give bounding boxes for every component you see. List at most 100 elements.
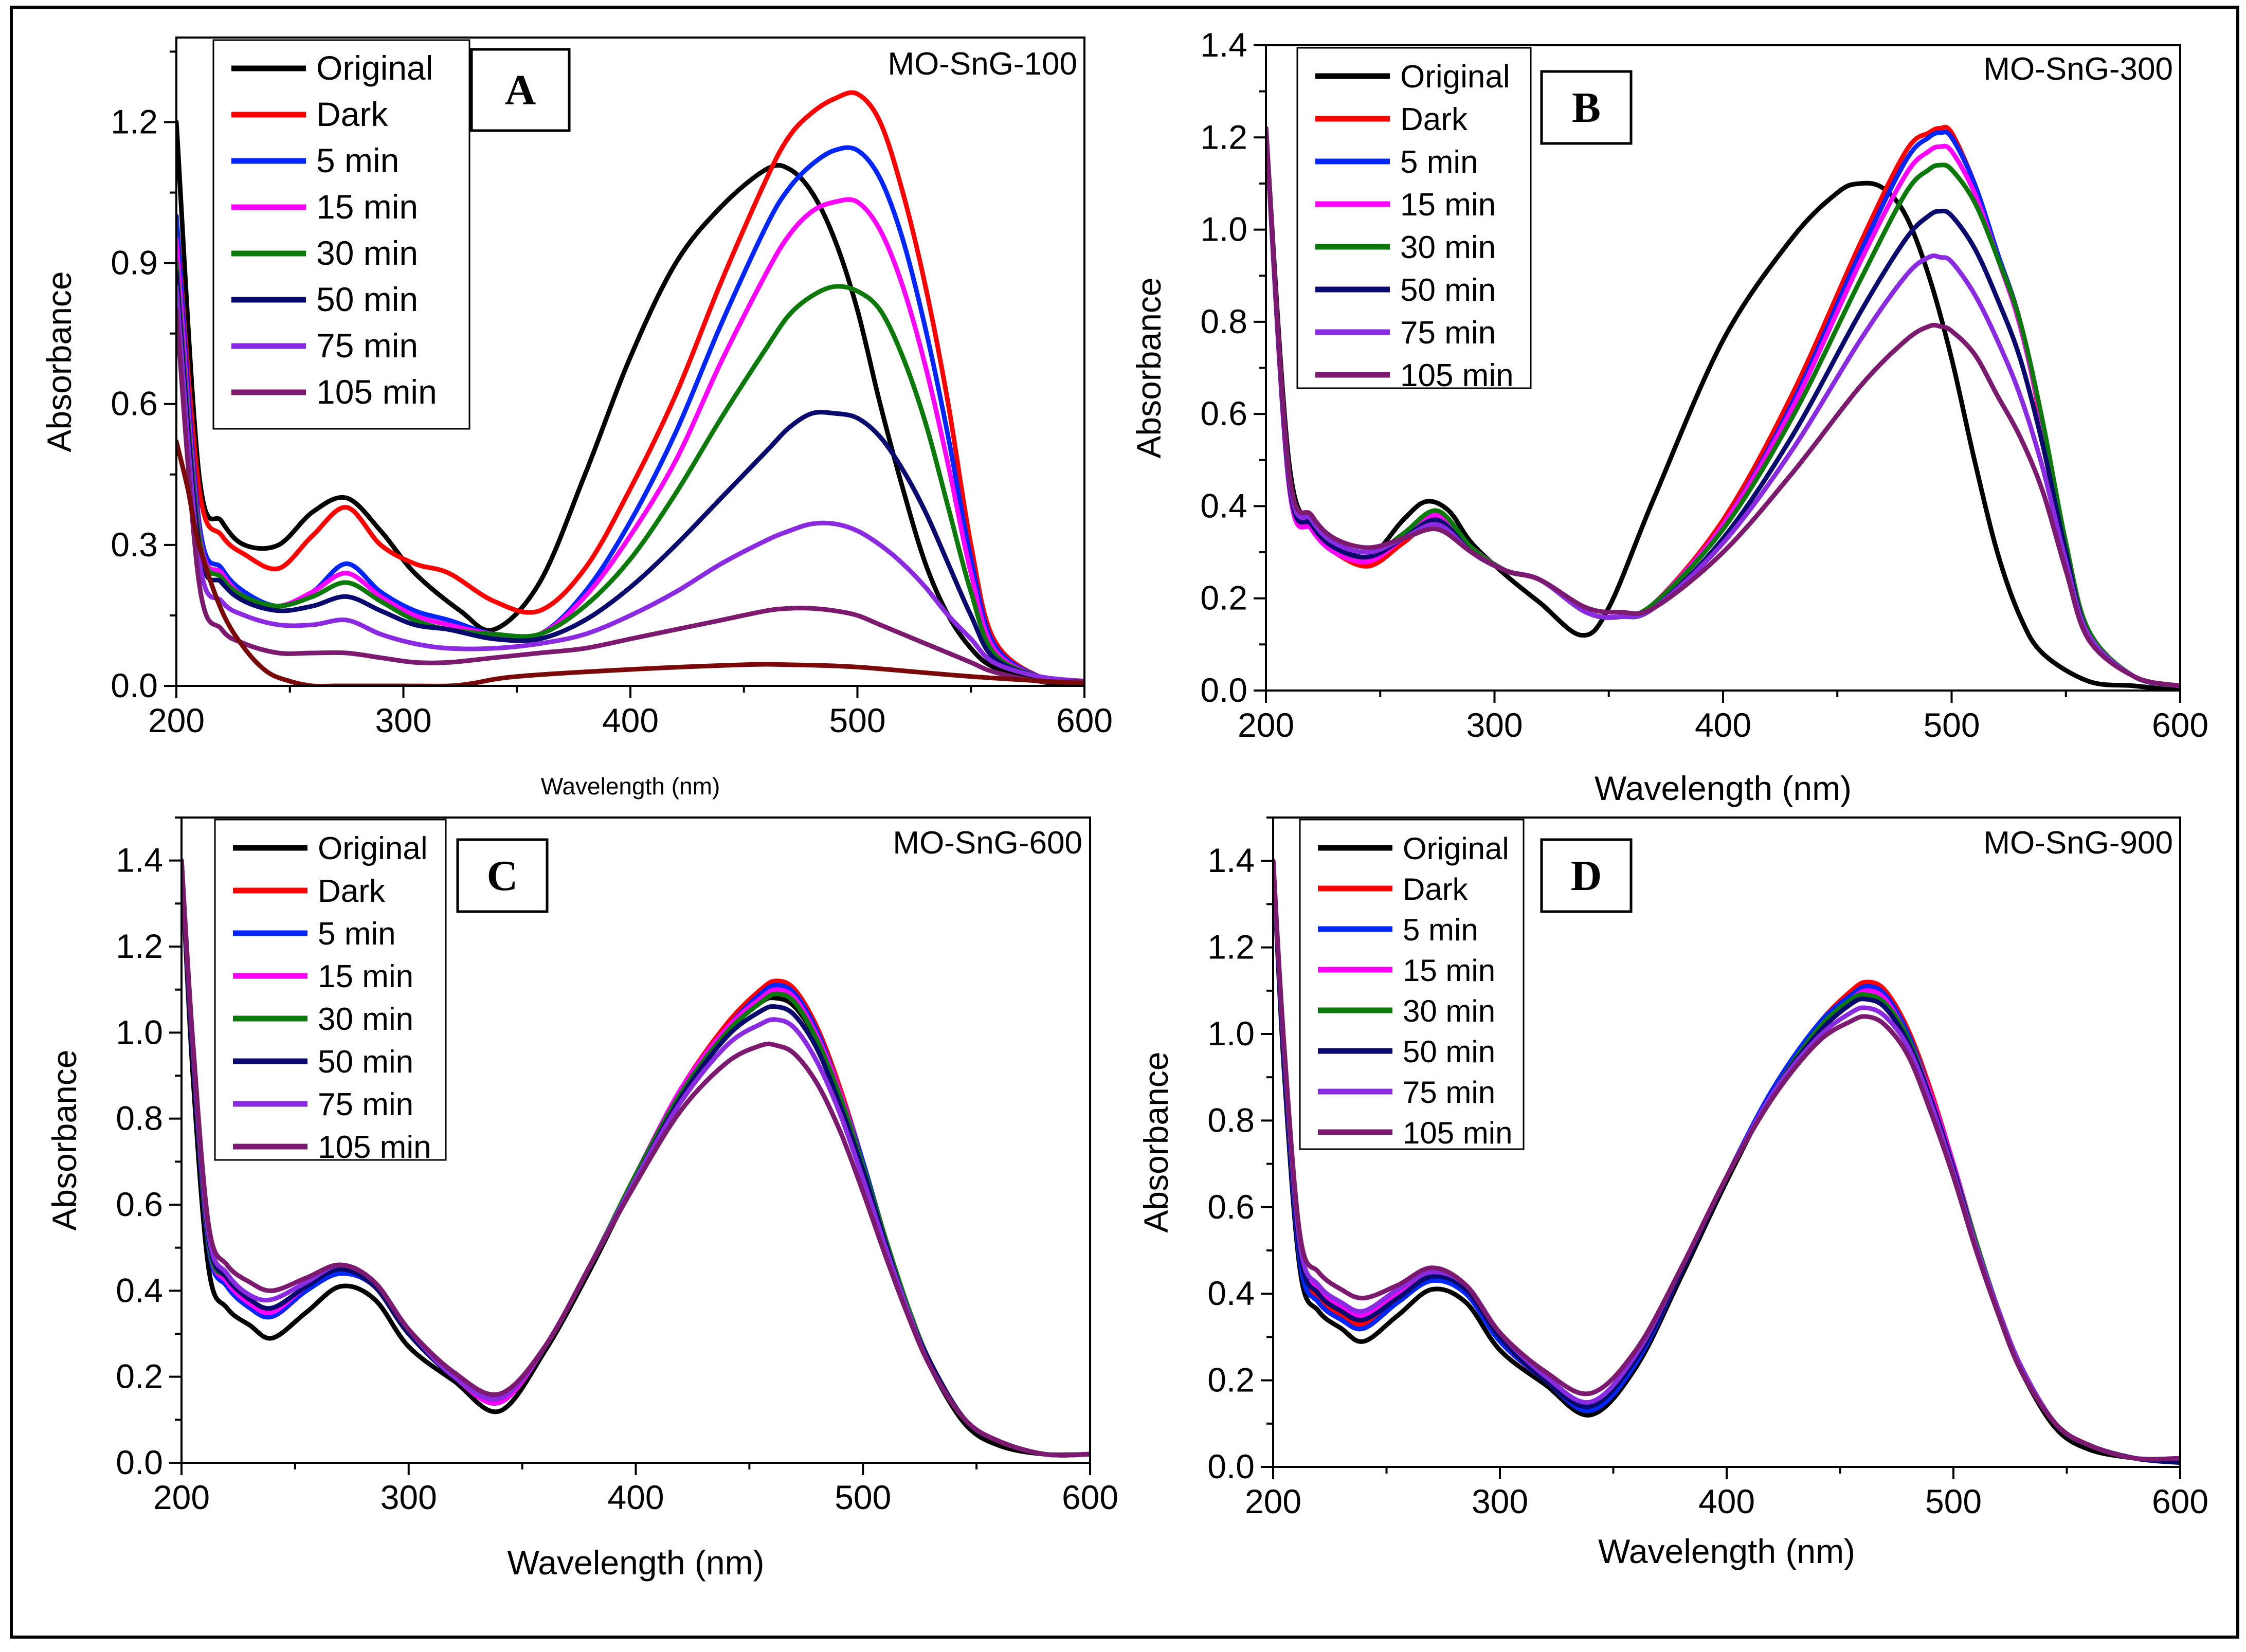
y-axis-label: Absorbance — [45, 1049, 83, 1230]
legend-label: 30 min — [316, 234, 418, 272]
y-tick-label: 0.0 — [111, 666, 158, 704]
legend-box — [212, 39, 470, 430]
sample-label: MO-SnG-100 — [887, 46, 1077, 82]
x-tick-label: 400 — [1698, 1482, 1755, 1520]
legend-label: Dark — [1403, 872, 1469, 906]
legend-item: 105 min — [1318, 1116, 1512, 1150]
legend-item: 75 min — [1318, 1075, 1495, 1110]
x-tick-label: 600 — [2152, 706, 2208, 744]
legend-label: 15 min — [1403, 953, 1495, 988]
y-tick-label: 0.6 — [1207, 1188, 1255, 1226]
legend-item: 5 min — [1318, 913, 1478, 947]
legend-label: 105 min — [316, 373, 437, 411]
x-axis-label: Wavelength (nm) — [541, 773, 720, 800]
legend-label: 105 min — [1400, 358, 1514, 393]
x-tick-label: 300 — [375, 701, 431, 739]
y-tick-label: 0.6 — [111, 385, 158, 423]
y-tick-label: 0.2 — [116, 1357, 163, 1395]
legend-item: 50 min — [233, 1044, 413, 1080]
y-tick-label: 1.0 — [1207, 1014, 1255, 1052]
y-tick-label: 1.0 — [1200, 210, 1247, 248]
legend-item: 105 min — [233, 1130, 431, 1165]
x-tick-label: 400 — [607, 1478, 664, 1516]
y-tick-label: 0.6 — [1200, 394, 1247, 432]
panel-letter-box — [1540, 838, 1633, 913]
y-tick-label: 1.2 — [1200, 118, 1247, 156]
x-tick-label: 500 — [1925, 1482, 1982, 1520]
y-tick-label: 0.4 — [116, 1271, 163, 1309]
y-tick-label: 0.4 — [1207, 1274, 1255, 1312]
legend-label: 75 min — [1403, 1075, 1495, 1110]
sample-label: MO-SnG-900 — [1983, 825, 2173, 861]
legend-label: 75 min — [318, 1087, 413, 1122]
legend-label: 5 min — [1403, 913, 1478, 947]
legend-item: 50 min — [231, 280, 418, 318]
x-axis-label: Wavelength (nm) — [1595, 769, 1852, 807]
legend-item: 5 min — [1315, 144, 1478, 180]
x-tick-label: 300 — [1466, 706, 1523, 744]
legend-label: 105 min — [318, 1130, 431, 1165]
panel-letter: B — [1572, 84, 1601, 132]
x-tick-label: 200 — [1238, 706, 1294, 744]
series-line-30-min — [176, 261, 1084, 684]
series-lines — [1266, 124, 2180, 691]
legend: Original Dark 5 min 15 min 30 min 50 min 75 mi… — [1299, 819, 1525, 1150]
legend-label: 30 min — [1400, 230, 1496, 265]
sample-label: MO-SnG-300 — [1983, 51, 2173, 87]
x-tick-label: 400 — [1695, 706, 1751, 744]
legend-item: 15 min — [1315, 187, 1496, 223]
y-tick-label: 0.2 — [1200, 579, 1247, 617]
series-lines — [1273, 858, 2180, 1465]
legend-label: Original — [1403, 831, 1509, 866]
series-line-residual — [176, 439, 1084, 686]
legend-item: Dark — [1315, 102, 1468, 137]
legend-label: 50 min — [1400, 273, 1496, 308]
y-tick-label: 1.2 — [116, 927, 163, 965]
series-line-original — [176, 120, 1084, 686]
legend-item: Dark — [1318, 872, 1469, 906]
y-axis-label: Absorbance — [40, 271, 78, 452]
series-line-105-min — [176, 307, 1084, 684]
x-tick-label: 500 — [835, 1478, 891, 1516]
legend-label: 30 min — [1403, 994, 1495, 1028]
legend-label: 15 min — [1400, 187, 1496, 223]
y-tick-label: 0.0 — [1200, 671, 1247, 709]
series-lines — [182, 858, 1090, 1458]
x-tick-label: 600 — [1056, 701, 1113, 739]
y-tick-label: 0.0 — [116, 1443, 163, 1481]
y-tick-label: 0.4 — [1200, 486, 1247, 524]
legend-item: Original — [233, 831, 428, 866]
x-tick-label: 500 — [829, 701, 885, 739]
y-tick-label: 0.9 — [111, 244, 158, 282]
legend-label: 50 min — [316, 280, 418, 318]
panel-letter-box — [1540, 70, 1633, 145]
legend-item: 75 min — [1315, 315, 1496, 351]
y-axis-label: Absorbance — [1137, 1051, 1175, 1232]
legend-label: 50 min — [318, 1044, 413, 1080]
chart-panel-b: 200 300 400 500 600 0.0 0.2 0.4 0.6 0.8 1.0 1.2 1.4 W… — [1130, 26, 2208, 807]
legend-item: 75 min — [231, 326, 418, 365]
x-axis-label: Wavelength (nm) — [507, 1544, 764, 1582]
chart-panel-c: 200 300 400 500 600 0.0 0.2 0.4 0.6 0.8 1.0 1.2 1.4 W… — [45, 816, 1118, 1582]
x-axis-label: Wavelength (nm) — [1598, 1532, 1855, 1570]
legend-label: Original — [1400, 59, 1510, 95]
panel-letter: A — [505, 66, 536, 114]
legend: Original Dark 5 min 15 min 30 min 50 min 75 mi… — [1296, 47, 1532, 393]
y-tick-label: 0.8 — [1200, 302, 1247, 340]
x-tick-label: 400 — [602, 701, 659, 739]
legend-label: 75 min — [1400, 315, 1496, 351]
legend: Original Dark 5 min 15 min 30 min 50 min 75 mi… — [214, 819, 447, 1165]
y-axis-label: Absorbance — [1130, 277, 1168, 458]
chart-panel-a: 200 300 400 500 600 0.0 0.3 0.6 0.9 1.2 Wavelength… — [40, 37, 1113, 800]
panel-letter: D — [1571, 852, 1602, 900]
legend-item: 15 min — [1318, 953, 1495, 988]
chart-panel-d: 200 300 400 500 600 0.0 0.2 0.4 0.6 0.8 1.0 1.2 1.4 W… — [1137, 816, 2208, 1570]
y-tick-label: 1.4 — [1207, 841, 1255, 879]
legend: Original Dark 5 min 15 min 30 min 50 min 75 mi… — [212, 39, 470, 430]
x-tick-label: 500 — [1923, 706, 1980, 744]
legend-item: 30 min — [1318, 994, 1495, 1028]
series-line-50-min — [176, 270, 1084, 684]
sample-label: MO-SnG-600 — [893, 825, 1082, 861]
legend-item: 15 min — [231, 188, 418, 226]
